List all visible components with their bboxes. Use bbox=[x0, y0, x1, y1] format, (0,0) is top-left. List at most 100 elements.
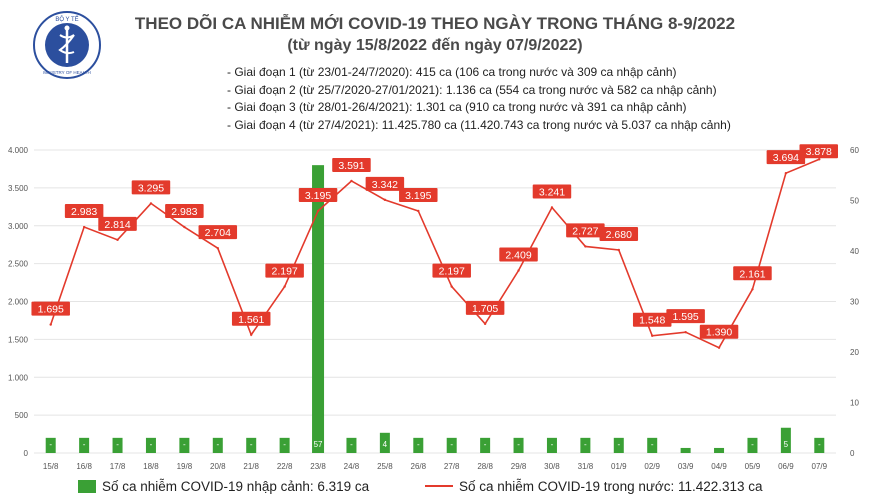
line-point bbox=[49, 323, 52, 326]
bar bbox=[714, 447, 725, 453]
x-tick-label: 23/8 bbox=[310, 462, 326, 471]
stage-note-4: - Giai đoạn 4 (từ 27/4/2021): 11.425.780… bbox=[227, 117, 731, 132]
y-left-tick-label: 2.000 bbox=[8, 298, 29, 307]
stage-note-1: - Giai đoạn 1 (từ 23/01-24/7/2020): 415 … bbox=[227, 65, 677, 79]
line-value-label: 1.548 bbox=[639, 315, 665, 327]
y-right-tick-label: 0 bbox=[850, 449, 855, 458]
line-label-box bbox=[532, 184, 572, 199]
x-tick-label: 16/8 bbox=[76, 462, 92, 471]
y-left-tick-label: 1.000 bbox=[8, 373, 29, 382]
line-label-box bbox=[766, 150, 806, 165]
line-label-box bbox=[465, 300, 505, 315]
line-label-box bbox=[632, 312, 672, 327]
bar-value-label: - bbox=[183, 440, 186, 449]
line-label-box bbox=[599, 226, 639, 241]
y-left-tick-label: 0 bbox=[24, 449, 29, 458]
bar bbox=[780, 427, 791, 453]
line-label-box bbox=[799, 144, 838, 159]
line-value-label: 2.409 bbox=[505, 250, 531, 262]
line-point bbox=[617, 248, 620, 252]
line-value-label: 2.727 bbox=[572, 225, 598, 237]
bar bbox=[246, 437, 257, 453]
line-label-box bbox=[399, 187, 438, 202]
x-tick-label: 17/8 bbox=[110, 462, 126, 471]
line-label-box bbox=[499, 247, 538, 262]
line-value-label: 2.197 bbox=[439, 266, 465, 278]
bar-value-label: - bbox=[617, 440, 620, 449]
line-label-box bbox=[733, 266, 772, 281]
x-tick-label: 19/8 bbox=[177, 462, 193, 471]
bar-value-label: - bbox=[83, 440, 86, 449]
bar-value-label: - bbox=[250, 440, 253, 449]
line-value-label: 2.983 bbox=[71, 206, 97, 218]
line-point bbox=[350, 179, 353, 183]
y-left-tick-label: 500 bbox=[15, 411, 29, 420]
x-tick-label: 22/8 bbox=[277, 462, 293, 471]
bar-value-label: - bbox=[216, 440, 219, 449]
line-label-box bbox=[298, 187, 338, 202]
line-point bbox=[383, 198, 387, 202]
bar bbox=[312, 165, 325, 453]
line-point bbox=[82, 225, 86, 229]
x-tick-label: 27/8 bbox=[444, 462, 460, 471]
line-point bbox=[717, 346, 721, 349]
line-label-box bbox=[566, 223, 605, 238]
bar bbox=[179, 437, 190, 453]
bar bbox=[613, 437, 624, 453]
y-right-tick-label: 50 bbox=[850, 197, 859, 206]
bar-value-label: - bbox=[150, 440, 153, 449]
line-value-label: 1.390 bbox=[706, 327, 732, 339]
line-value-label: 1.561 bbox=[238, 314, 264, 326]
x-tick-label: 01/9 bbox=[611, 462, 627, 471]
line-value-label: 1.695 bbox=[38, 304, 64, 316]
bar-value-label: 5 bbox=[784, 440, 789, 449]
y-right-tick-label: 10 bbox=[850, 399, 859, 408]
x-tick-label: 21/8 bbox=[243, 462, 259, 471]
line-value-label: 2.704 bbox=[205, 227, 231, 239]
x-tick-label: 02/9 bbox=[644, 462, 660, 471]
line-point bbox=[216, 246, 219, 250]
logo-top-text: BỘ Y TẾ bbox=[55, 16, 78, 23]
line-value-label: 3.342 bbox=[372, 179, 398, 191]
x-tick-label: 30/8 bbox=[544, 462, 560, 471]
bar bbox=[513, 437, 524, 453]
bar bbox=[145, 437, 156, 453]
line-label-box bbox=[165, 204, 204, 219]
bar bbox=[480, 437, 491, 453]
bar-value-label: - bbox=[751, 440, 754, 449]
bar-value-label: - bbox=[350, 440, 353, 449]
line-label-box bbox=[365, 176, 405, 191]
chart-subtitle: (từ ngày 15/8/2022 đến ngày 07/9/2022) bbox=[287, 37, 583, 54]
x-tick-label: 29/8 bbox=[511, 462, 527, 471]
line-point bbox=[316, 209, 320, 213]
legend-imported-label: Số ca nhiễm COVID-19 nhập cảnh: 6.319 ca bbox=[102, 479, 370, 494]
line-value-label: 2.814 bbox=[104, 219, 130, 231]
line-value-label: 3.591 bbox=[338, 160, 364, 172]
logo-bottom-text: MINISTRY OF HEALTH bbox=[43, 70, 91, 75]
bar-value-label: - bbox=[818, 440, 821, 449]
line-label-box bbox=[31, 301, 70, 316]
bar-value-label: - bbox=[517, 440, 520, 449]
line-value-label: 2.197 bbox=[271, 266, 297, 278]
bar bbox=[79, 437, 90, 453]
bar-value-label: - bbox=[484, 440, 487, 449]
line-label-box bbox=[699, 324, 739, 339]
y-left-tick-label: 4.000 bbox=[8, 146, 29, 155]
stage-note-2: - Giai đoạn 2 (từ 25/7/2020-27/01/2021):… bbox=[227, 82, 717, 97]
bar-value-label: 4 bbox=[383, 440, 388, 449]
x-tick-label: 26/8 bbox=[411, 462, 427, 471]
domestic-line bbox=[49, 158, 820, 349]
y-left-tick-label: 2.500 bbox=[8, 260, 29, 269]
y-right-tick-label: 20 bbox=[850, 348, 859, 357]
bar bbox=[279, 437, 290, 453]
bar bbox=[413, 437, 424, 453]
line-label-box bbox=[332, 157, 371, 172]
line-point bbox=[584, 245, 587, 248]
bar bbox=[680, 447, 691, 453]
x-tick-label: 18/8 bbox=[143, 462, 159, 471]
line-point bbox=[684, 330, 687, 334]
x-tick-label: 06/9 bbox=[778, 462, 794, 471]
bar bbox=[379, 432, 390, 453]
bar-value-label: - bbox=[584, 440, 587, 449]
line-value-label: 1.595 bbox=[672, 311, 698, 323]
